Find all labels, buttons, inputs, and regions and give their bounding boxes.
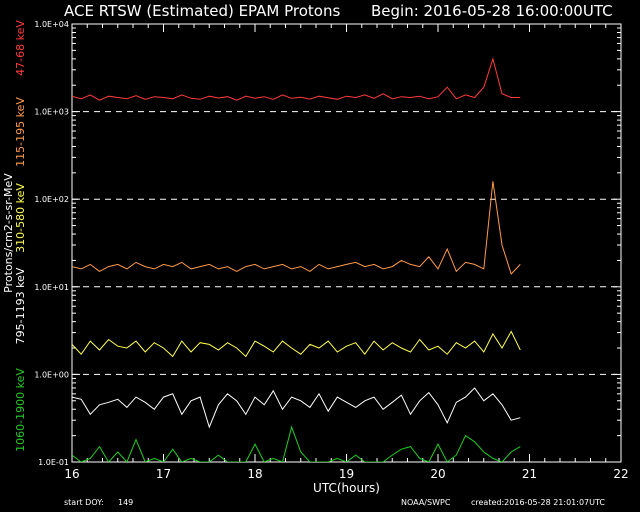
plot-frame — [71, 23, 622, 463]
source-label: NOAA/SWPC — [401, 498, 451, 507]
start-doy-value: 149 — [118, 498, 134, 507]
x-tick-label: 18 — [247, 467, 262, 481]
series-label: 1060-1900 keV — [14, 368, 27, 452]
x-tick-label: 20 — [430, 467, 445, 481]
chart-title: ACE RTSW (Estimated) EPAM Protons Begin:… — [0, 2, 640, 22]
series-label: 795-1193 keV — [14, 267, 27, 344]
x-tick-label: 22 — [613, 467, 628, 481]
y-axis-label: Protons/cm2-s-sr-MeV — [2, 173, 15, 293]
x-tick-label: 21 — [522, 467, 537, 481]
x-tick-label: 16 — [64, 467, 79, 481]
series-line — [72, 387, 521, 429]
created-timestamp: created:2016-05-28 21:01:07UTC — [471, 498, 605, 507]
y-tick-label: 1.0E+00 — [34, 370, 69, 379]
series-line — [72, 330, 521, 358]
chart-begin-time: Begin: 2016-05-28 16:00:00UTC — [371, 2, 613, 20]
series-label: 47-68 keV — [14, 20, 27, 76]
x-tick-label: 19 — [339, 467, 354, 481]
y-tick-label: 1.0E+02 — [34, 195, 69, 204]
series-line — [72, 181, 521, 275]
y-tick-label: 1.0E-01 — [38, 458, 69, 467]
series-line — [72, 57, 521, 101]
x-axis-label: UTC(hours) — [313, 481, 380, 495]
chart-title-text: ACE RTSW (Estimated) EPAM Protons — [64, 2, 341, 20]
y-tick-label: 1.0E+04 — [34, 20, 69, 29]
series-label: 310-580 keV — [14, 183, 27, 253]
y-tick-label: 1.0E+01 — [34, 283, 69, 292]
series-label: 115-195 keV — [14, 97, 27, 167]
x-tick-label: 17 — [156, 467, 171, 481]
series-line — [72, 425, 521, 462]
start-doy-label: start DOY: — [64, 498, 104, 507]
y-tick-label: 1.0E+03 — [34, 108, 69, 117]
